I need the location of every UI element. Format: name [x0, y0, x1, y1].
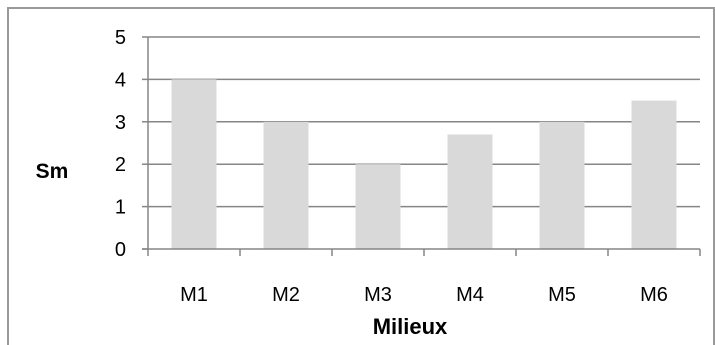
y-tick-label: 4: [115, 69, 126, 91]
x-axis-label: Milieux: [373, 314, 448, 339]
gridlines: [148, 36, 700, 208]
x-tick-label: M1: [180, 284, 208, 306]
y-tick-labels: 0 1 2 3 4 5: [115, 27, 126, 261]
bar-M1: [171, 79, 217, 250]
y-tick-label: 0: [115, 239, 126, 261]
y-tick-label: 3: [115, 112, 126, 134]
x-tick-label: M6: [640, 284, 668, 306]
y-axis-label: Sm: [36, 160, 69, 183]
x-tick-label: M3: [364, 284, 392, 306]
bars: [171, 79, 677, 250]
bar-M4: [447, 134, 493, 249]
bar-M6: [631, 100, 677, 249]
x-tick-label: M2: [272, 284, 300, 306]
bar-M2: [263, 121, 309, 249]
bar-M5: [539, 121, 585, 249]
x-tick-label: M5: [548, 284, 576, 306]
x-tick-label: M4: [456, 284, 484, 306]
y-tick-label: 2: [115, 154, 126, 176]
axes: [142, 36, 701, 256]
y-tick-label: 5: [115, 27, 126, 49]
y-tick-label: 1: [115, 197, 126, 219]
bar-M3: [355, 164, 401, 249]
x-tick-labels: M1 M2 M3 M4 M5 M6: [180, 284, 668, 306]
